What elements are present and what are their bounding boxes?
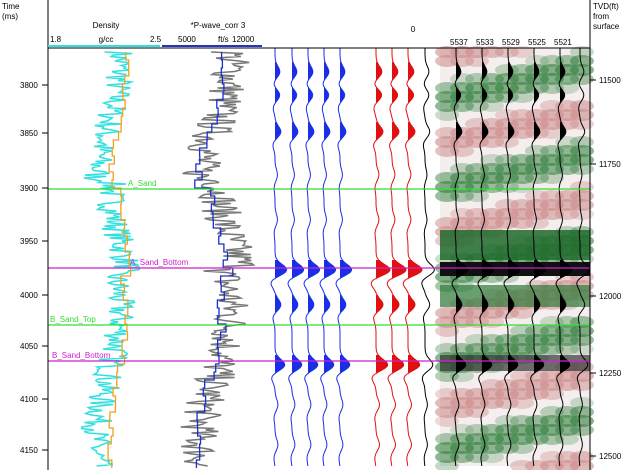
trace-number: 5533	[476, 38, 494, 47]
horizon-label: A_Sand	[128, 179, 156, 188]
well-tie-view: A_Sand A_Sand_Bottom B_Sand_Top B_Sand_Bott…	[0, 0, 634, 470]
time-tick-label: 4150	[20, 446, 38, 455]
time-tick-label: 4000	[20, 291, 38, 300]
pwave-unit: ft/s	[218, 35, 229, 44]
time-tick-label: 3950	[20, 237, 38, 246]
seismic-blob	[465, 406, 489, 418]
depth-from: from	[593, 12, 609, 21]
trace-number: 5537	[450, 38, 468, 47]
horizon-label: B_Sand_Bottom	[52, 351, 111, 360]
time-tick-label: 4050	[20, 342, 38, 351]
depth-tick-label: 11750	[599, 160, 621, 169]
time-tick-label: 3900	[20, 184, 38, 193]
seismic-blob	[480, 316, 504, 328]
seismic-blob	[480, 451, 504, 463]
seismic-blob	[510, 91, 534, 103]
time-label: Time	[2, 2, 20, 11]
time-tick-label: 3800	[20, 81, 38, 90]
trace-number: 5525	[528, 38, 546, 47]
seismic-blob	[465, 55, 489, 67]
density-min: 1.8	[50, 35, 62, 44]
time-tick-label: 4100	[20, 395, 38, 404]
time-tick-label: 3850	[20, 129, 38, 138]
seismic-blob	[525, 217, 549, 229]
synthetic-label: 0	[411, 25, 416, 34]
seismic-blob	[450, 145, 474, 157]
density-unit: g/cc	[99, 35, 114, 44]
depth-tick-label: 11500	[599, 76, 621, 85]
depth-tick-label: 12000	[599, 292, 622, 301]
pwave-max: 12000	[232, 35, 255, 44]
time-unit: (ms)	[2, 12, 18, 21]
seismic-blob	[510, 307, 534, 319]
density-max: 2.5	[150, 35, 162, 44]
depth-label: TVD(ft)	[593, 2, 619, 11]
depth-ref: surface	[593, 22, 620, 31]
density-name: Density	[93, 21, 120, 30]
pwave-name: *P-wave_corr 3	[191, 21, 246, 30]
trace-number: 5521	[554, 38, 572, 47]
depth-tick-label: 12500	[599, 452, 622, 461]
seismic-blob	[555, 82, 579, 94]
trace-number: 5529	[502, 38, 520, 47]
horizon-label: B_Sand_Top	[50, 315, 96, 324]
pwave-min: 5000	[178, 35, 196, 44]
seismic-blob	[510, 442, 534, 454]
seismic-blob	[510, 397, 534, 409]
seismic-band	[440, 230, 590, 260]
seismic-band	[440, 285, 590, 307]
horizon-label: A_Sand_Bottom	[130, 258, 189, 267]
depth-tick-label: 12250	[599, 369, 622, 378]
seismic-blob	[465, 190, 489, 202]
seismic-blob	[555, 433, 579, 445]
